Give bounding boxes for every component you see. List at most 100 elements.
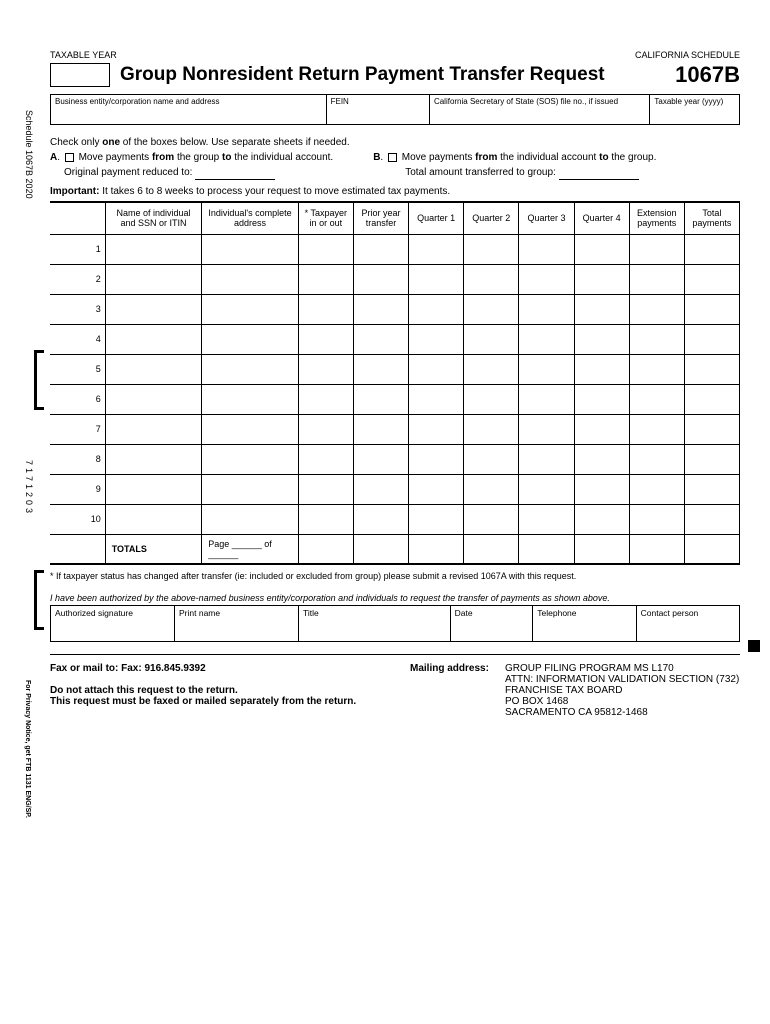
cell-input[interactable] [353, 444, 408, 474]
cell-input[interactable] [202, 384, 299, 414]
cell-input[interactable] [519, 324, 574, 354]
sig-title[interactable]: Title [299, 606, 451, 642]
cell-input[interactable] [105, 474, 202, 504]
totals-c7[interactable] [519, 534, 574, 564]
cell-input[interactable] [684, 294, 739, 324]
cell-input[interactable] [574, 384, 629, 414]
cell-input[interactable] [202, 294, 299, 324]
cell-input[interactable] [574, 474, 629, 504]
business-name-cell[interactable]: Business entity/corporation name and add… [51, 95, 327, 125]
cell-input[interactable] [574, 414, 629, 444]
cell-input[interactable] [353, 234, 408, 264]
cell-input[interactable] [202, 504, 299, 534]
cell-input[interactable] [629, 384, 684, 414]
cell-input[interactable] [629, 414, 684, 444]
cell-input[interactable] [574, 324, 629, 354]
cell-input[interactable] [464, 474, 519, 504]
totals-c4[interactable] [353, 534, 408, 564]
sig-print-name[interactable]: Print name [175, 606, 299, 642]
cell-input[interactable] [202, 324, 299, 354]
cell-input[interactable] [519, 414, 574, 444]
cell-input[interactable] [464, 384, 519, 414]
cell-input[interactable] [464, 294, 519, 324]
cell-input[interactable] [519, 504, 574, 534]
cell-input[interactable] [629, 234, 684, 264]
totals-c6[interactable] [464, 534, 519, 564]
cell-input[interactable] [464, 324, 519, 354]
totals-c3[interactable] [298, 534, 353, 564]
original-payment-input[interactable] [195, 179, 275, 180]
cell-input[interactable] [409, 414, 464, 444]
cell-input[interactable] [684, 354, 739, 384]
cell-input[interactable] [519, 294, 574, 324]
cell-input[interactable] [464, 354, 519, 384]
sig-contact[interactable]: Contact person [636, 606, 739, 642]
taxable-year-cell[interactable]: Taxable year (yyyy) [650, 95, 740, 125]
cell-input[interactable] [409, 234, 464, 264]
cell-input[interactable] [574, 264, 629, 294]
cell-input[interactable] [409, 444, 464, 474]
cell-input[interactable] [298, 474, 353, 504]
cell-input[interactable] [353, 354, 408, 384]
cell-input[interactable] [684, 234, 739, 264]
cell-input[interactable] [519, 384, 574, 414]
cell-input[interactable] [353, 474, 408, 504]
cell-input[interactable] [202, 234, 299, 264]
cell-input[interactable] [105, 504, 202, 534]
sig-telephone[interactable]: Telephone [533, 606, 636, 642]
cell-input[interactable] [574, 444, 629, 474]
cell-input[interactable] [684, 414, 739, 444]
cell-input[interactable] [105, 234, 202, 264]
checkbox-a[interactable] [65, 153, 74, 162]
cell-input[interactable] [629, 474, 684, 504]
totals-c10[interactable] [684, 534, 739, 564]
cell-input[interactable] [298, 324, 353, 354]
total-transferred-input[interactable] [559, 179, 639, 180]
cell-input[interactable] [202, 444, 299, 474]
cell-input[interactable] [105, 264, 202, 294]
cell-input[interactable] [105, 324, 202, 354]
cell-input[interactable] [519, 264, 574, 294]
sig-authorized[interactable]: Authorized signature [51, 606, 175, 642]
cell-input[interactable] [519, 234, 574, 264]
cell-input[interactable] [298, 414, 353, 444]
fein-cell[interactable]: FEIN [326, 95, 429, 125]
cell-input[interactable] [574, 294, 629, 324]
cell-input[interactable] [464, 234, 519, 264]
cell-input[interactable] [684, 324, 739, 354]
cell-input[interactable] [298, 294, 353, 324]
cell-input[interactable] [409, 504, 464, 534]
cell-input[interactable] [519, 354, 574, 384]
sig-date[interactable]: Date [450, 606, 533, 642]
cell-input[interactable] [629, 354, 684, 384]
cell-input[interactable] [519, 444, 574, 474]
cell-input[interactable] [574, 504, 629, 534]
cell-input[interactable] [105, 444, 202, 474]
cell-input[interactable] [353, 264, 408, 294]
cell-input[interactable] [298, 264, 353, 294]
totals-c8[interactable] [574, 534, 629, 564]
cell-input[interactable] [105, 354, 202, 384]
cell-input[interactable] [353, 414, 408, 444]
cell-input[interactable] [464, 414, 519, 444]
cell-input[interactable] [298, 444, 353, 474]
cell-input[interactable] [353, 384, 408, 414]
cell-input[interactable] [298, 384, 353, 414]
cell-input[interactable] [684, 444, 739, 474]
cell-input[interactable] [409, 324, 464, 354]
cell-input[interactable] [629, 444, 684, 474]
year-input-box[interactable] [50, 63, 110, 87]
cell-input[interactable] [684, 264, 739, 294]
cell-input[interactable] [353, 294, 408, 324]
cell-input[interactable] [409, 294, 464, 324]
cell-input[interactable] [464, 504, 519, 534]
cell-input[interactable] [684, 474, 739, 504]
checkbox-b[interactable] [388, 153, 397, 162]
cell-input[interactable] [298, 504, 353, 534]
cell-input[interactable] [409, 264, 464, 294]
cell-input[interactable] [409, 474, 464, 504]
totals-c9[interactable] [629, 534, 684, 564]
cell-input[interactable] [298, 234, 353, 264]
cell-input[interactable] [464, 444, 519, 474]
cell-input[interactable] [202, 354, 299, 384]
